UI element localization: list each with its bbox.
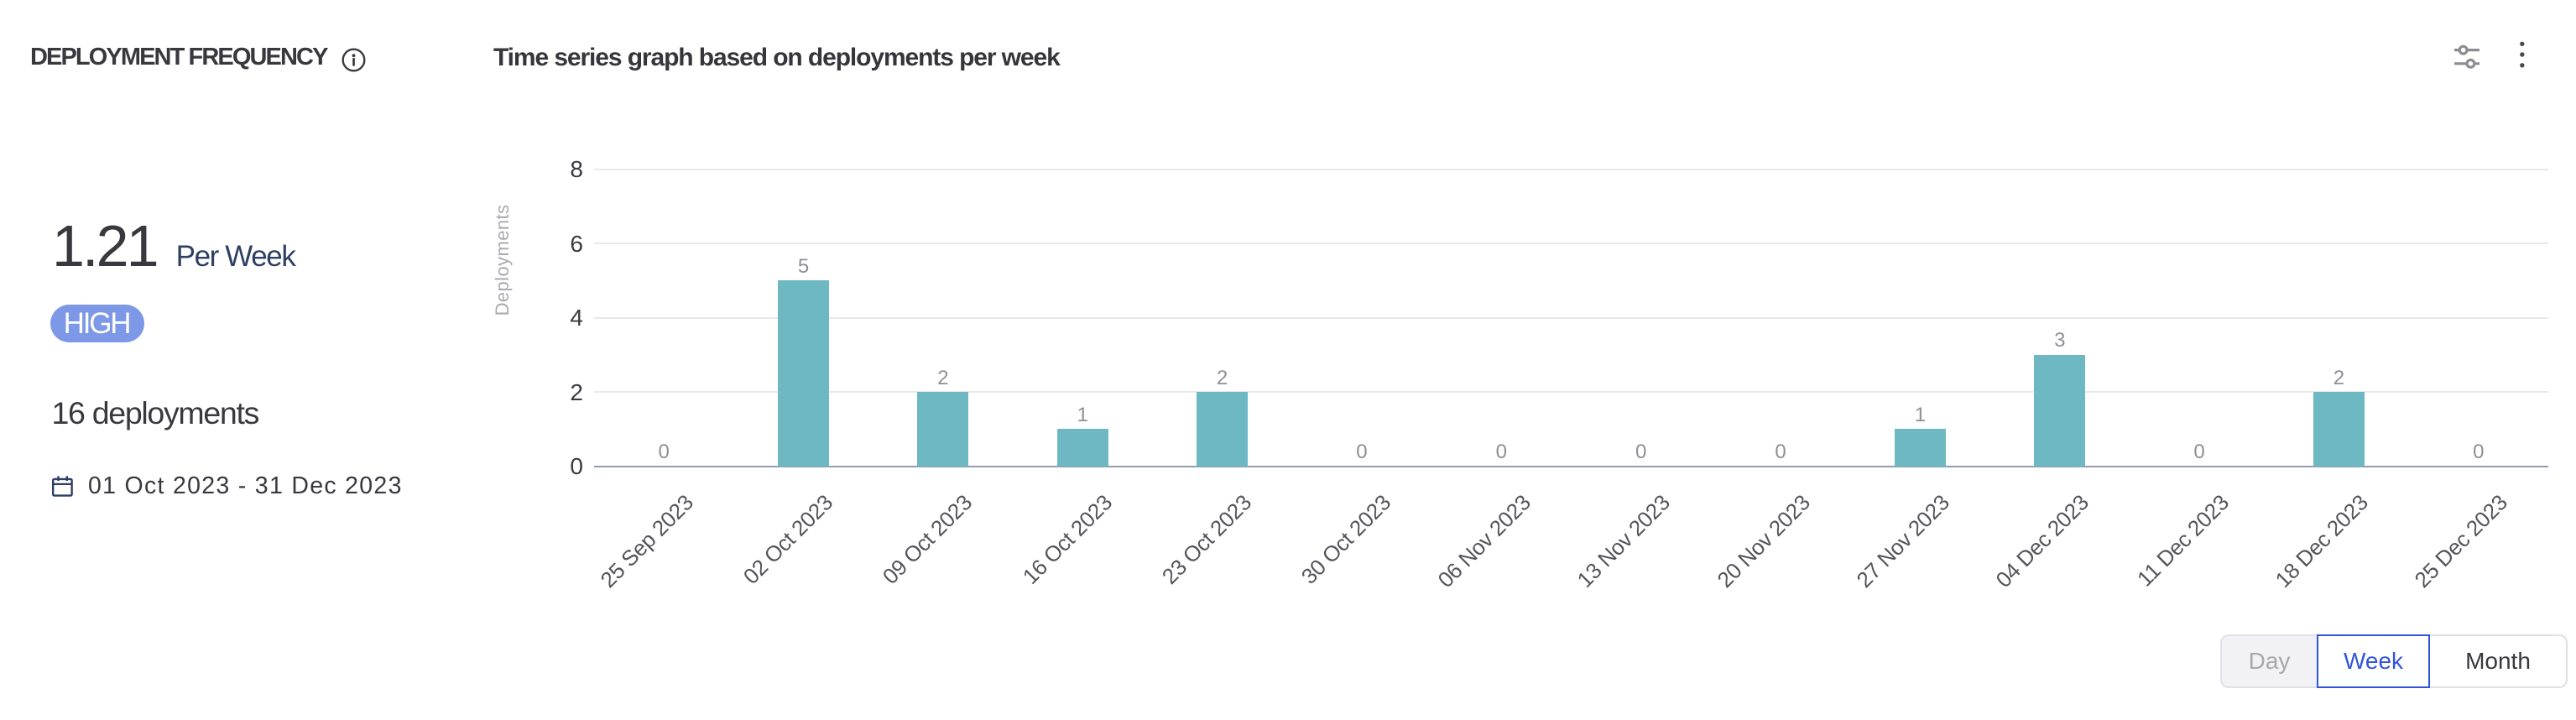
bar-value-label: 5 (797, 254, 810, 278)
bar-chart-plot-area: 0 2 4 6 8 0 25 Sep 2023 5 02 Oct 2023 2 09 Oct 202… (570, 158, 2548, 592)
x-tick-label: 09 Oct 2023 (878, 489, 978, 589)
status-badge: HIGH (50, 305, 144, 342)
metric-value: 1.21 (52, 213, 159, 279)
bar-02-oct-2023[interactable] (778, 280, 830, 467)
x-tick-label: 25 Sep 2023 (595, 489, 698, 592)
bar-23-oct-2023[interactable] (1197, 392, 1249, 467)
info-icon[interactable] (342, 48, 366, 72)
x-tick-label: 30 Oct 2023 (1296, 489, 1396, 589)
bar-value-label: 1 (1077, 403, 1088, 426)
bar-value-label: 0 (2193, 441, 2205, 464)
bar-value-label: 2 (2333, 366, 2345, 389)
interval-option-day[interactable]: Day (2220, 634, 2317, 688)
bar-04-dec-2023[interactable] (2034, 354, 2086, 467)
gridline-y8 (594, 168, 2548, 170)
gridline-y4 (594, 316, 2548, 319)
x-tick-label: 27 Nov 2023 (1851, 489, 1954, 592)
bar-value-label: 0 (1775, 441, 1786, 464)
gridline-y2 (594, 391, 2548, 393)
y-tick-label: 6 (570, 230, 583, 257)
x-tick-label: 06 Nov 2023 (1432, 489, 1536, 592)
metric-summary: 1.21 Per Week (52, 213, 296, 279)
bar-value-label: 2 (1216, 366, 1228, 389)
date-range: 01 Oct 2023 - 31 Dec 2023 (88, 472, 403, 500)
bar-value-label: 0 (1356, 441, 1368, 464)
x-tick-label: 18 Dec 2023 (2270, 489, 2373, 592)
x-tick-label: 16 Oct 2023 (1017, 489, 1117, 589)
bar-value-label: 0 (1495, 441, 1507, 464)
y-tick-label: 8 (570, 156, 583, 182)
bar-value-label: 2 (937, 366, 949, 389)
x-tick-label: 02 Oct 2023 (738, 489, 837, 589)
bar-value-label: 0 (1635, 441, 1647, 464)
y-axis-title: Deployments (492, 204, 513, 316)
x-axis-line (594, 465, 2548, 467)
deployments-total: 16 deployments (51, 394, 260, 430)
sliders-icon (2454, 44, 2480, 69)
y-tick-label: 0 (570, 453, 583, 479)
x-tick-label: 04 Dec 2023 (1990, 489, 2094, 592)
x-tick-label: 11 Dec 2023 (2131, 489, 2234, 592)
bar-18-dec-2023[interactable] (2313, 392, 2365, 467)
interval-option-month[interactable]: Month (2430, 634, 2568, 688)
calendar-icon (51, 475, 73, 497)
x-tick-label: 23 Oct 2023 (1156, 489, 1257, 589)
interval-segmented-control: Day Week Month (2220, 634, 2568, 688)
y-tick-label: 4 (570, 305, 583, 331)
chart-settings-button[interactable] (2453, 39, 2481, 69)
bar-value-label: 0 (658, 441, 670, 464)
metric-unit: Per Week (175, 240, 296, 273)
bar-09-oct-2023[interactable] (917, 392, 969, 467)
bar-value-label: 1 (1914, 403, 1927, 426)
kebab-menu-button[interactable] (2514, 39, 2526, 70)
bar-16-oct-2023[interactable] (1056, 429, 1108, 467)
x-tick-label: 13 Nov 2023 (1572, 489, 1676, 592)
chart-subtitle: Time series graph based on deployments p… (493, 43, 1061, 71)
x-tick-label: 20 Nov 2023 (1712, 489, 1815, 592)
gridline-y6 (594, 243, 2548, 244)
bar-27-nov-2023[interactable] (1894, 429, 1946, 467)
bar-value-label: 3 (2054, 329, 2066, 352)
x-tick-label: 25 Dec 2023 (2409, 489, 2513, 592)
bar-value-label: 0 (2473, 441, 2485, 464)
kebab-icon (2520, 41, 2525, 68)
y-tick-label: 2 (570, 378, 583, 405)
interval-option-week[interactable]: Week (2317, 634, 2430, 688)
panel-title: DEPLOYMENT FREQUENCY (30, 44, 328, 70)
